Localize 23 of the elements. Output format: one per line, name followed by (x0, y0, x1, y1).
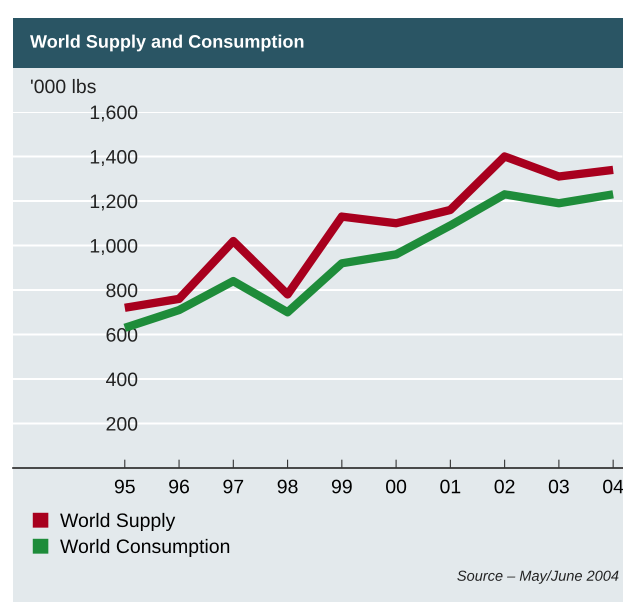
y-tick-label: 1,000 (90, 238, 138, 256)
y-tick-label: 400 (106, 372, 138, 386)
x-tick-label: 00 (386, 480, 406, 494)
legend-label: World Consumption (60, 538, 230, 558)
y-axis-title: '000 lbs (30, 78, 96, 94)
y-tick-label: 1,200 (90, 194, 138, 211)
y-tick-label: 600 (106, 328, 138, 342)
source-note: Source – May/June 2004 (457, 570, 618, 584)
x-tick-label: 04 (603, 480, 623, 494)
y-tick-label: 1,600 (90, 105, 138, 122)
x-tick-label: 97 (223, 480, 244, 494)
x-tick-label: 99 (332, 480, 352, 494)
x-tick-label: 01 (440, 480, 460, 494)
chart-title: World Supply and Consumption (30, 34, 304, 52)
x-tick-label: 98 (278, 480, 298, 494)
y-tick-label: 200 (106, 416, 138, 431)
x-tick-label: 96 (169, 480, 190, 494)
x-tick-label: 03 (548, 480, 569, 494)
x-tick-label: 95 (114, 480, 135, 494)
legend-label: World Supply (60, 512, 176, 532)
y-tick-label: 1,400 (90, 150, 138, 166)
x-tick-label: 02 (494, 480, 514, 494)
y-tick-label: 800 (106, 283, 138, 298)
